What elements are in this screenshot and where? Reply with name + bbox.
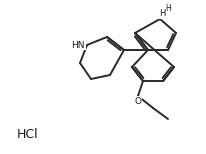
Text: H: H [165, 4, 171, 13]
Text: HN: HN [71, 41, 85, 49]
Text: H: H [159, 10, 165, 18]
Text: O: O [135, 97, 142, 106]
Text: HCl: HCl [17, 128, 39, 140]
